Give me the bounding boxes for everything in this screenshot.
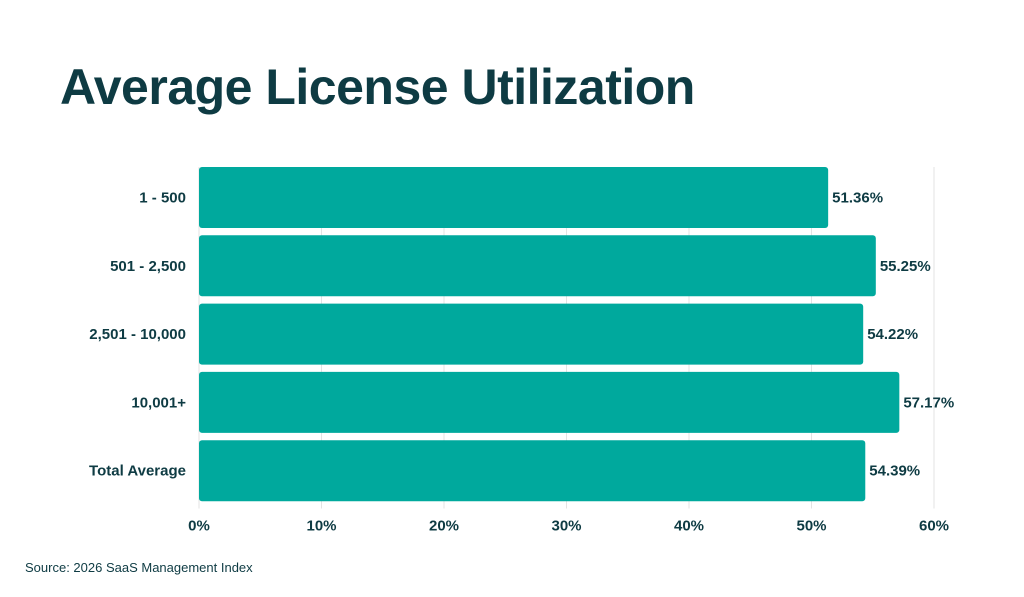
x-tick-label: 20% (429, 518, 459, 535)
x-tick-label: 40% (674, 518, 704, 535)
bar (199, 371, 900, 433)
data-label: 54.39% (869, 463, 920, 480)
bars (199, 167, 900, 502)
x-tick-label: 60% (919, 518, 949, 535)
data-label: 55.25% (880, 258, 931, 275)
category-label: 1 - 500 (139, 190, 186, 207)
bar (199, 235, 876, 297)
data-label: 57.17% (903, 394, 954, 411)
bar (199, 440, 866, 502)
category-label: 10,001+ (131, 394, 186, 411)
category-label: Total Average (89, 463, 186, 480)
bar (199, 167, 829, 228)
data-label: 51.36% (832, 190, 883, 207)
page-title: Average License Utilization (60, 59, 695, 115)
data-label: 54.22% (867, 326, 918, 343)
bar (199, 303, 864, 365)
x-tick-label: 0% (188, 518, 210, 535)
category-label: 2,501 - 10,000 (89, 326, 186, 343)
labels: 0% 10% 20% 30% 40% 50% 60% 1 - 500 51.36% 501 - 2… (89, 190, 954, 535)
x-tick-label: 30% (551, 518, 581, 535)
x-tick-label: 10% (306, 518, 336, 535)
source-note: Source: 2026 SaaS Management Index (25, 560, 253, 575)
category-label: 501 - 2,500 (110, 258, 186, 275)
x-tick-label: 50% (796, 518, 826, 535)
